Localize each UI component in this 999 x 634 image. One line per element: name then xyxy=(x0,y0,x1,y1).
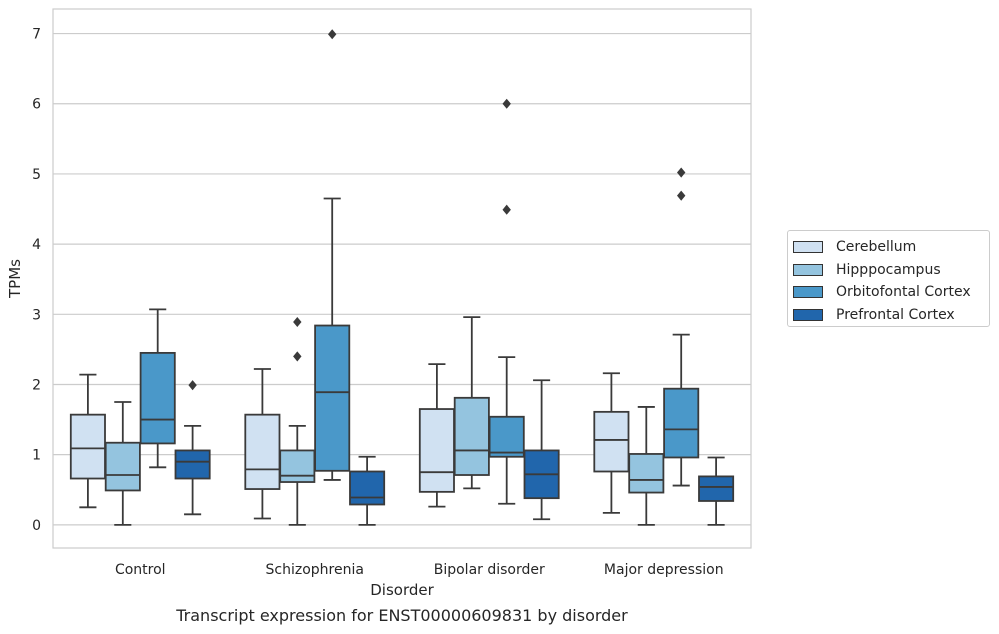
box xyxy=(139,351,176,445)
x-axis-label: Disorder xyxy=(370,581,434,599)
series-0 xyxy=(69,363,630,520)
legend-swatch-hippocampus xyxy=(793,263,823,276)
legend: Cerebellum Hipppocampus Orbitofontal Cor… xyxy=(787,230,990,327)
outlier-point xyxy=(293,351,302,362)
legend-item-prefrontal-cortex: Prefrontal Cortex xyxy=(788,304,989,327)
legend-swatch-orbitofrontal-cortex xyxy=(793,286,823,299)
legend-item-cerebellum: Cerebellum xyxy=(788,236,989,259)
outlier-point xyxy=(328,29,337,40)
legend-swatch-cerebellum xyxy=(793,241,823,254)
box xyxy=(593,410,630,473)
series-1 xyxy=(104,316,665,526)
legend-item-orbitofrontal-cortex: Orbitofontal Cortex xyxy=(788,281,989,304)
box xyxy=(488,415,525,458)
outlier-point xyxy=(188,380,197,391)
box xyxy=(453,396,490,476)
legend-label-hippocampus: Hipppocampus xyxy=(836,261,941,278)
box xyxy=(244,413,281,490)
box xyxy=(349,470,386,506)
outlier-point xyxy=(293,316,302,328)
box xyxy=(314,324,351,472)
x-tick-label: Bipolar disorder xyxy=(434,562,545,578)
y-tick-label: 6 xyxy=(32,97,41,113)
box xyxy=(69,413,106,480)
y-tick-label: 4 xyxy=(32,237,41,253)
box xyxy=(279,449,316,483)
y-axis-ticks: 0 1 2 3 4 5 6 7 xyxy=(32,27,41,534)
legend-label-cerebellum: Cerebellum xyxy=(836,239,917,256)
box-series xyxy=(69,29,735,526)
box xyxy=(698,475,735,502)
y-tick-label: 1 xyxy=(32,448,41,464)
legend-swatch-prefrontal-cortex xyxy=(793,308,823,321)
box xyxy=(104,441,141,492)
legend-label-prefrontal-cortex: Prefrontal Cortex xyxy=(836,306,955,323)
outlier-point xyxy=(677,190,686,201)
outlier-point xyxy=(502,98,511,109)
x-axis-ticks: Control Schizophrenia Bipolar disorder Majo… xyxy=(115,562,724,578)
box xyxy=(418,408,455,493)
box xyxy=(174,449,211,480)
outlier-point xyxy=(677,167,686,178)
series-2 xyxy=(139,29,700,505)
y-tick-label: 2 xyxy=(32,377,41,393)
outlier-point xyxy=(502,204,511,215)
y-tick-label: 7 xyxy=(32,27,41,43)
box xyxy=(628,453,665,494)
box xyxy=(663,387,700,459)
y-tick-label: 0 xyxy=(32,518,41,534)
x-tick-label: Schizophrenia xyxy=(266,562,364,578)
y-axis-label: TPMs xyxy=(6,259,24,299)
y-tick-label: 5 xyxy=(32,167,41,183)
legend-label-orbitofrontal-cortex: Orbitofontal Cortex xyxy=(836,284,971,301)
chart-title: Transcript expression for ENST0000060983… xyxy=(176,606,628,625)
plot-frame xyxy=(52,8,752,549)
legend-item-hippocampus: Hipppocampus xyxy=(788,259,989,282)
series-3 xyxy=(174,379,735,526)
x-tick-label: Major depression xyxy=(604,562,724,578)
y-tick-label: 3 xyxy=(32,307,41,323)
x-tick-label: Control xyxy=(115,562,166,578)
